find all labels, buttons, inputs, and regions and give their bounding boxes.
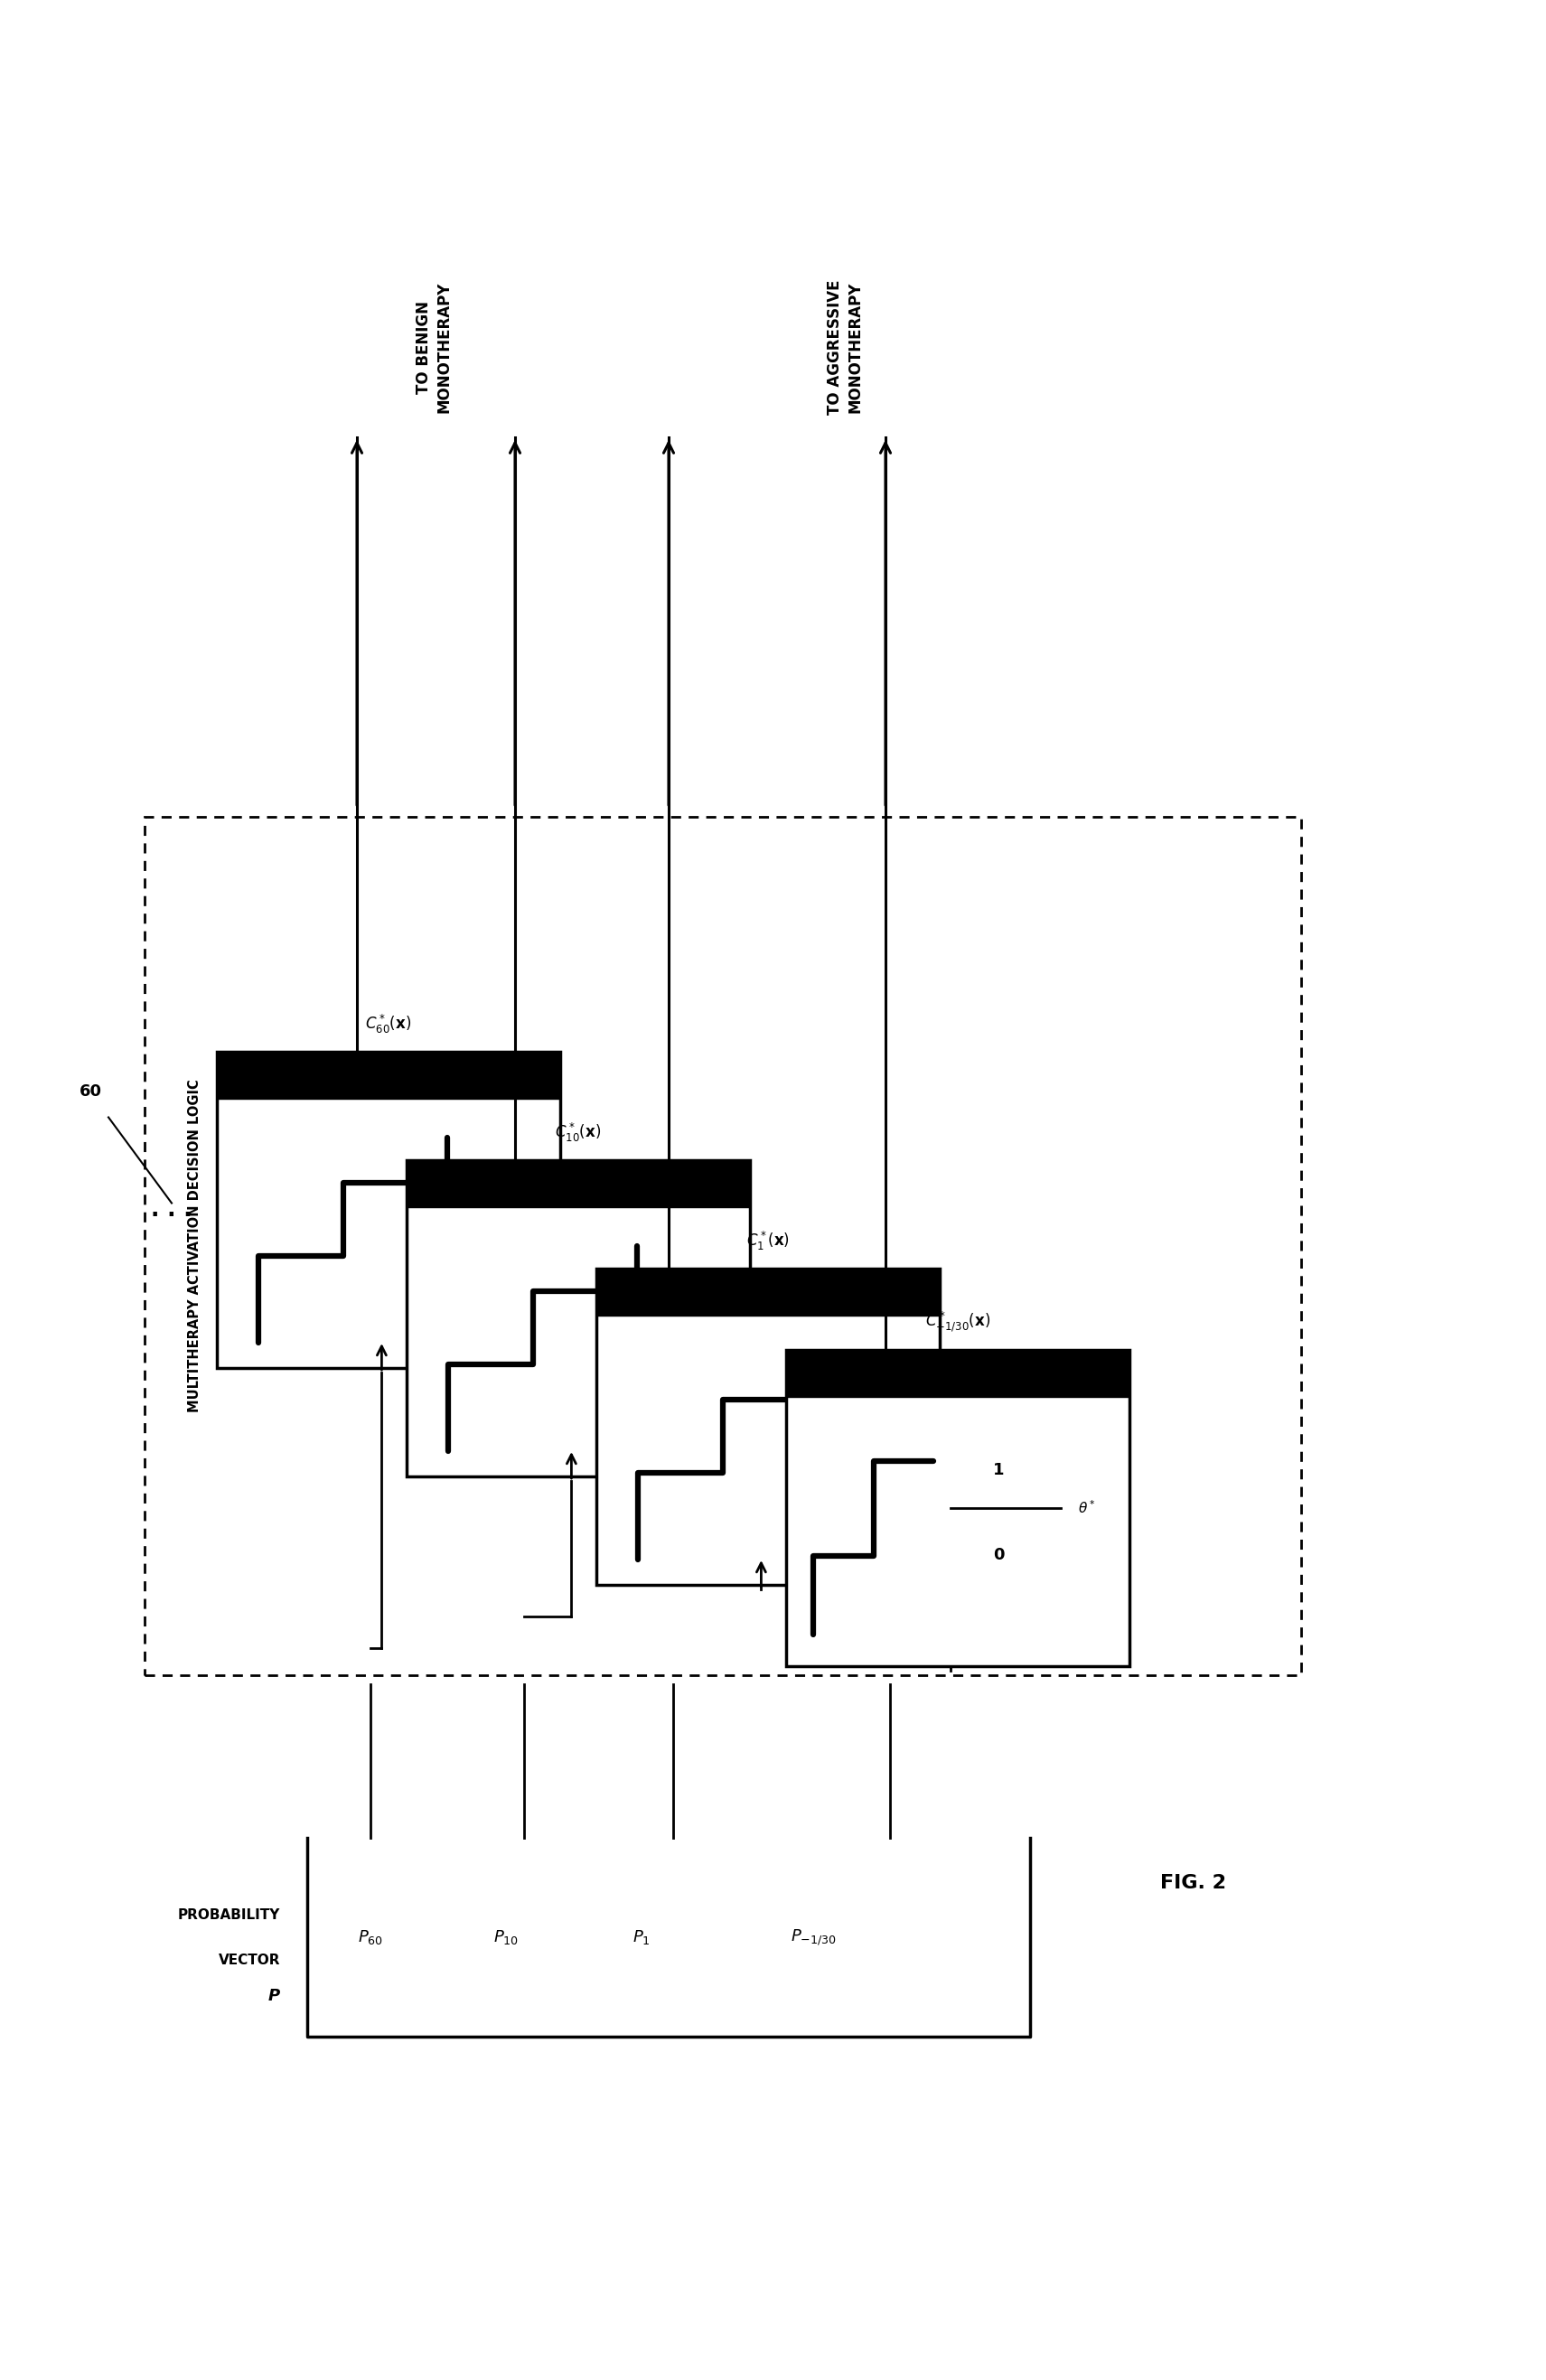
- Text: 60: 60: [79, 1083, 102, 1100]
- Text: $C^*_{60}(\mathbf{x})$: $C^*_{60}(\mathbf{x})$: [365, 1014, 411, 1035]
- Text: TO AGGRESSIVE
MONOTHERAPY: TO AGGRESSIVE MONOTHERAPY: [827, 278, 863, 414]
- Text: P: P: [267, 1987, 280, 2004]
- Text: FIG. 2: FIG. 2: [1160, 1873, 1226, 1892]
- Text: . . .: . . .: [152, 1200, 192, 1221]
- Text: $C^*_{1}(\mathbf{x})$: $C^*_{1}(\mathbf{x})$: [747, 1230, 790, 1252]
- Text: $\theta^*$: $\theta^*$: [1078, 1499, 1096, 1516]
- Text: PROBABILITY: PROBABILITY: [178, 1909, 280, 1921]
- Text: $P_{10}$: $P_{10}$: [493, 1928, 518, 1947]
- Bar: [407, 1159, 750, 1207]
- Text: VECTOR: VECTOR: [218, 1954, 280, 1966]
- Text: TO BENIGN
MONOTHERAPY: TO BENIGN MONOTHERAPY: [416, 281, 451, 412]
- Bar: [785, 1349, 1130, 1397]
- Bar: [216, 1052, 560, 1368]
- Text: $C^*_{-1/30}(\mathbf{x})$: $C^*_{-1/30}(\mathbf{x})$: [925, 1309, 991, 1333]
- Text: 1: 1: [994, 1461, 1005, 1478]
- Bar: [597, 1269, 940, 1316]
- Bar: [785, 1349, 1130, 1666]
- Text: $P_{-1/30}$: $P_{-1/30}$: [790, 1928, 836, 1947]
- Text: MULTITHERAPY ACTIVATION DECISION LOGIC: MULTITHERAPY ACTIVATION DECISION LOGIC: [187, 1081, 201, 1414]
- Bar: [597, 1269, 940, 1585]
- Text: $C^*_{10}(\mathbf{x})$: $C^*_{10}(\mathbf{x})$: [555, 1121, 601, 1145]
- Bar: [145, 816, 1302, 1676]
- Text: 0: 0: [994, 1547, 1005, 1564]
- Bar: [407, 1159, 750, 1476]
- Text: $P_1$: $P_1$: [632, 1928, 651, 1947]
- Text: $P_{60}$: $P_{60}$: [357, 1928, 383, 1947]
- Bar: [216, 1052, 560, 1100]
